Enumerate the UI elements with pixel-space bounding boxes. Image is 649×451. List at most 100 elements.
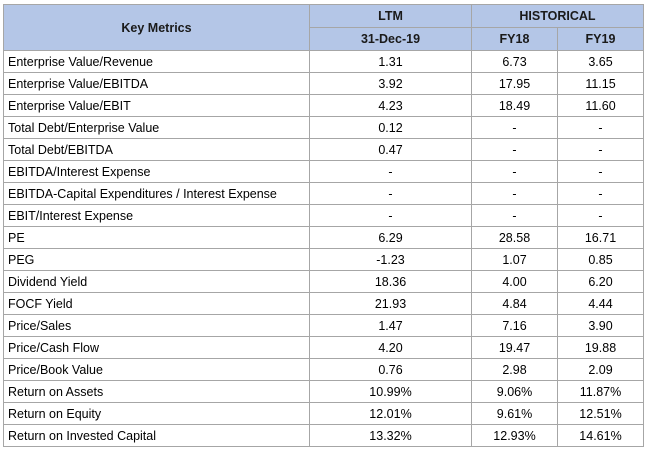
metric-cell: PEG <box>3 248 310 271</box>
fy18-value-cell: 17.95 <box>471 72 558 95</box>
table-row: EBITDA/Interest Expense - - - <box>3 160 644 183</box>
ltm-value-cell: 10.99% <box>309 380 472 403</box>
key-metrics-header: Key Metrics <box>3 4 310 51</box>
fy19-value-cell: 3.90 <box>557 314 644 337</box>
fy18-header: FY18 <box>471 27 558 51</box>
fy19-value-cell: 0.85 <box>557 248 644 271</box>
metric-cell: Return on Invested Capital <box>3 424 310 447</box>
fy18-value-cell: - <box>471 182 558 205</box>
table-row: Total Debt/Enterprise Value 0.12- - <box>3 116 644 139</box>
table-row: Return on Invested Capital 13.32% 12.93% 14… <box>3 424 644 447</box>
fy19-value-cell: 11.60 <box>557 94 644 117</box>
fy18-value-cell: - <box>471 116 558 139</box>
table-row: Price/Book Value 0.76 2.98 2.09 <box>3 358 644 381</box>
metric-cell: EBITDA/Interest Expense <box>3 160 310 183</box>
table-row: Enterprise Value/Revenue 1.31 6.73 3.65 <box>3 50 644 73</box>
fy19-value-cell: 11.87% <box>557 380 644 403</box>
fy18-value-cell: 19.47 <box>471 336 558 359</box>
metric-cell: Price/Book Value <box>3 358 310 381</box>
fy18-value-cell: 1.07 <box>471 248 558 271</box>
fy19-value-cell: 11.15 <box>557 72 644 95</box>
table-row: FOCF Yield 21.93 4.84 4.44 <box>3 292 644 315</box>
header-row-top: Key Metrics LTM HISTORICAL <box>3 4 644 51</box>
ltm-value-cell: 6.29 <box>309 226 472 249</box>
fy19-value-cell: - <box>557 116 644 139</box>
ltm-date-header: 31-Dec-19 <box>309 27 472 51</box>
fy19-value-cell: 19.88 <box>557 336 644 359</box>
fy18-value-cell: - <box>471 204 558 227</box>
key-metrics-sheet: Key Metrics LTM HISTORICAL 31-Dec-19 FY1… <box>3 4 644 447</box>
ltm-value-cell: -1.23 <box>309 248 472 271</box>
table-row: Price/Sales 1.47 7.16 3.90 <box>3 314 644 337</box>
fy19-value-cell: - <box>557 182 644 205</box>
table-row: Return on Assets 10.99% 9.06% 11.87% <box>3 380 644 403</box>
fy19-value-cell: 4.44 <box>557 292 644 315</box>
fy18-value-cell: 9.61% <box>471 402 558 425</box>
ltm-value-cell: 1.47 <box>309 314 472 337</box>
metric-cell: EBIT/Interest Expense <box>3 204 310 227</box>
fy18-value-cell: 9.06% <box>471 380 558 403</box>
fy19-value-cell: 6.20 <box>557 270 644 293</box>
table-row: EBIT/Interest Expense - - - <box>3 204 644 227</box>
ltm-value-cell: 4.20 <box>309 336 472 359</box>
table-row: Dividend Yield 18.36 4.00 6.20 <box>3 270 644 293</box>
fy19-value-cell: 14.61% <box>557 424 644 447</box>
metric-cell: Price/Sales <box>3 314 310 337</box>
ltm-value-cell: 0.47 <box>309 138 472 161</box>
table-row: PE 6.29 28.58 16.71 <box>3 226 644 249</box>
fy18-value-cell: 2.98 <box>471 358 558 381</box>
metrics-body: Enterprise Value/Revenue 1.31 6.73 3.65 Ente… <box>3 50 644 447</box>
fy18-value-cell: 7.16 <box>471 314 558 337</box>
metric-cell: Enterprise Value/Revenue <box>3 50 310 73</box>
fy18-value-cell: 18.49 <box>471 94 558 117</box>
ltm-value-cell: 1.31 <box>309 50 472 73</box>
ltm-value-cell: 12.01% <box>309 402 472 425</box>
fy19-value-cell: - <box>557 138 644 161</box>
ltm-value-cell: - <box>309 160 472 183</box>
fy19-value-cell: - <box>557 204 644 227</box>
ltm-value-cell: 18.36 <box>309 270 472 293</box>
fy19-value-cell: 16.71 <box>557 226 644 249</box>
metric-cell: PE <box>3 226 310 249</box>
ltm-value-cell: 13.32% <box>309 424 472 447</box>
table-row: Enterprise Value/EBITDA 3.92 17.95 11.15 <box>3 72 644 95</box>
header-row-bottom: 31-Dec-19 FY18 FY19 <box>4 27 644 51</box>
table-row: Enterprise Value/EBIT 4.23 18.49 11.60 <box>3 94 644 117</box>
fy18-value-cell: 6.73 <box>471 50 558 73</box>
ltm-value-cell: - <box>309 204 472 227</box>
metric-cell: Total Debt/EBITDA <box>3 138 310 161</box>
table-row: EBITDA-Capital Expenditures / Interest E… <box>3 182 644 205</box>
metric-cell: Enterprise Value/EBITDA <box>3 72 310 95</box>
table-row: Total Debt/EBITDA 0.47- - <box>3 138 644 161</box>
table-row: Price/Cash Flow 4.20 19.47 19.88 <box>3 336 644 359</box>
table-row: PEG -1.23 1.07 0.85 <box>3 248 644 271</box>
fy19-value-cell: - <box>557 160 644 183</box>
ltm-header: LTM <box>309 4 472 28</box>
fy18-value-cell: - <box>471 160 558 183</box>
metric-cell: Enterprise Value/EBIT <box>3 94 310 117</box>
fy18-value-cell: 28.58 <box>471 226 558 249</box>
fy19-header: FY19 <box>557 27 644 51</box>
metric-cell: EBITDA-Capital Expenditures / Interest E… <box>3 182 310 205</box>
fy18-value-cell: - <box>471 138 558 161</box>
metric-cell: Total Debt/Enterprise Value <box>3 116 310 139</box>
fy18-value-cell: 4.84 <box>471 292 558 315</box>
ltm-value-cell: 3.92 <box>309 72 472 95</box>
historical-header: HISTORICAL <box>471 4 644 28</box>
metric-cell: FOCF Yield <box>3 292 310 315</box>
ltm-value-cell: 21.93 <box>309 292 472 315</box>
metric-cell: Dividend Yield <box>3 270 310 293</box>
fy19-value-cell: 12.51% <box>557 402 644 425</box>
fy18-value-cell: 12.93% <box>471 424 558 447</box>
metric-cell: Return on Equity <box>3 402 310 425</box>
table-row: Return on Equity 12.01% 9.61% 12.51% <box>3 402 644 425</box>
fy19-value-cell: 2.09 <box>557 358 644 381</box>
metric-cell: Price/Cash Flow <box>3 336 310 359</box>
fy19-value-cell: 3.65 <box>557 50 644 73</box>
ltm-value-cell: 0.12 <box>309 116 472 139</box>
metric-cell: Return on Assets <box>3 380 310 403</box>
ltm-value-cell: 0.76 <box>309 358 472 381</box>
ltm-value-cell: - <box>309 182 472 205</box>
key-metrics-table: Key Metrics LTM HISTORICAL 31-Dec-19 FY1… <box>3 4 644 447</box>
ltm-value-cell: 4.23 <box>309 94 472 117</box>
